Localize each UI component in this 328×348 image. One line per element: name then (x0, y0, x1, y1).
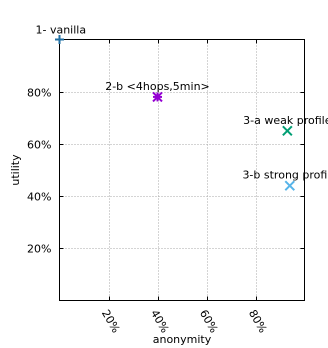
data-point (282, 125, 293, 137)
data-point-label: 1- vanilla (36, 24, 87, 37)
data-point-label: 2-b <4hops,5min> (105, 80, 210, 93)
data-point-label: 3-a weak profile (243, 114, 328, 127)
y-tick-label: 40% (27, 191, 51, 204)
x-tick-label: 60% (197, 308, 220, 336)
data-point-label: 3-b strong profile (242, 169, 328, 182)
x-tick-label: 80% (246, 308, 269, 336)
data-points: 1- vanilla 2-b <4hops,5min> 3-a weak profi… (36, 24, 328, 191)
x-tick-label: 20% (99, 308, 122, 336)
plot-frame (59, 39, 305, 301)
y-tick-label: 60% (27, 139, 51, 152)
y-tick-label: 80% (27, 87, 51, 100)
y-axis-label: utility (9, 154, 22, 186)
data-point (152, 91, 163, 103)
y-tick-label: 20% (27, 243, 51, 256)
data-point (55, 35, 64, 44)
x-axis-label: anonymity (153, 333, 212, 346)
data-point (284, 180, 296, 191)
grid-lines (59, 39, 305, 301)
x-tick-label: 40% (148, 308, 171, 336)
